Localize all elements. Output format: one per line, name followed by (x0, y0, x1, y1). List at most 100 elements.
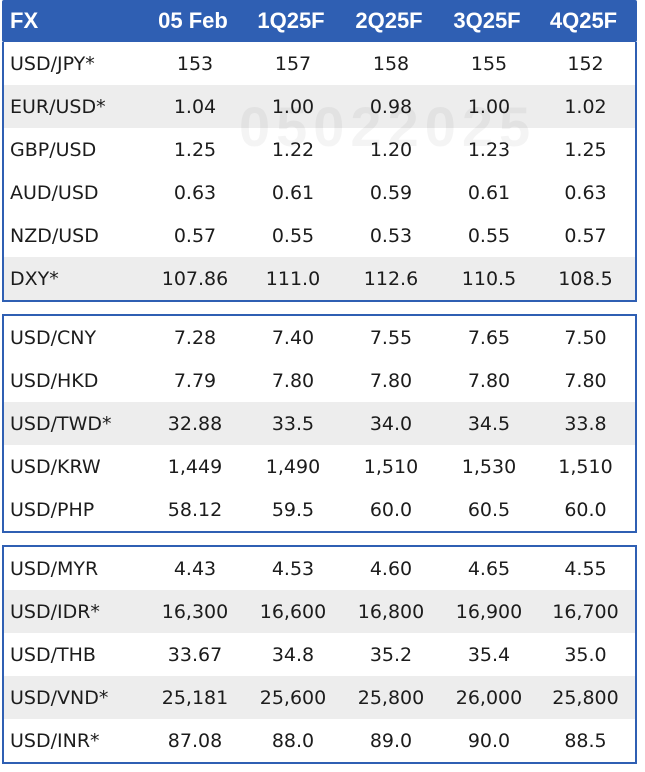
table-row: USD/THB 33.67 34.8 35.2 35.4 35.0 (4, 633, 635, 676)
currency-pair: USD/JPY* (10, 52, 95, 75)
currency-pair: AUD/USD (10, 181, 99, 204)
currency-pair: USD/IDR* (10, 600, 100, 623)
header-col-spot: 05 Feb (158, 8, 228, 33)
rate-cell: 4.53 (271, 557, 315, 580)
rate-cell: 90.0 (467, 729, 511, 752)
rate-cell: 33.5 (271, 412, 315, 435)
table-header: FX 05 Feb 1Q25F 2Q25F 3Q25F 4Q25F (2, 0, 637, 42)
rate-cell: 34.8 (271, 643, 315, 666)
table-row: GBP/USD 1.25 1.22 1.20 1.23 1.25 (4, 128, 635, 171)
rate-cell: 25,800 (552, 686, 619, 709)
rate-cell: 7.65 (467, 326, 511, 349)
rate-cell: 0.57 (564, 224, 607, 247)
header-col-1q25f: 1Q25F (257, 8, 325, 33)
rate-cell: 88.5 (564, 729, 607, 752)
table-row: USD/KRW 1,449 1,490 1,510 1,530 1,510 (4, 445, 635, 488)
rate-cell: 7.28 (173, 326, 217, 349)
rate-cell: 1.20 (369, 138, 413, 161)
rate-cell: 4.60 (369, 557, 413, 580)
rate-cell: 1,510 (558, 455, 613, 478)
rate-cell: 0.63 (564, 181, 607, 204)
rate-cell: 108.5 (558, 267, 613, 290)
currency-pair: EUR/USD* (10, 95, 106, 118)
rate-cell: 0.59 (369, 181, 413, 204)
rate-cell: 60.0 (564, 498, 607, 521)
group-spacer (2, 533, 637, 545)
table-row: USD/TWD* 32.88 33.5 34.0 34.5 33.8 (4, 402, 635, 445)
rate-cell: 1,530 (461, 455, 517, 478)
rate-cell: 7.79 (173, 369, 217, 392)
rate-cell: 1.02 (564, 95, 607, 118)
rate-cell: 25,600 (259, 686, 327, 709)
rate-cell: 59.5 (271, 498, 315, 521)
rate-cell: 111.0 (265, 267, 321, 290)
group-spacer (2, 302, 637, 314)
rate-cell: 33.67 (167, 643, 223, 666)
currency-pair: USD/CNY (10, 326, 97, 349)
rate-cell: 1,449 (167, 455, 223, 478)
rate-cell: 7.50 (564, 326, 607, 349)
rate-cell: 110.5 (461, 267, 517, 290)
table-row: USD/HKD 7.79 7.80 7.80 7.80 7.80 (4, 359, 635, 402)
currency-pair: DXY* (10, 267, 59, 290)
rate-cell: 152 (567, 52, 604, 75)
rate-cell: 1.25 (564, 138, 607, 161)
currency-pair: USD/INR* (10, 729, 100, 752)
header-label: FX (10, 8, 39, 33)
rate-cell: 155 (470, 52, 508, 75)
currency-group-2: USD/CNY 7.28 7.40 7.55 7.65 7.50 USD/HKD 7.79 7.… (2, 314, 637, 533)
rate-cell: 1.00 (467, 95, 511, 118)
rate-cell: 7.80 (271, 369, 315, 392)
rate-cell: 16,700 (552, 600, 619, 623)
rate-cell: 0.55 (467, 224, 511, 247)
rate-cell: 34.5 (467, 412, 511, 435)
rate-cell: 16,900 (455, 600, 523, 623)
currency-pair: GBP/USD (10, 138, 97, 161)
rate-cell: 7.80 (564, 369, 607, 392)
fx-forecast-table: FX 05 Feb 1Q25F 2Q25F 3Q25F 4Q25F 050220… (2, 0, 637, 764)
currency-pair: USD/PHP (10, 498, 95, 521)
rate-cell: 35.4 (467, 643, 511, 666)
rate-cell: 60.5 (467, 498, 511, 521)
rate-cell: 60.0 (369, 498, 413, 521)
table-row: USD/INR* 87.08 88.0 89.0 90.0 88.5 (4, 719, 635, 762)
rate-cell: 7.80 (369, 369, 413, 392)
rate-cell: 1.22 (271, 138, 315, 161)
rate-cell: 0.53 (369, 224, 413, 247)
rate-cell: 7.40 (271, 326, 315, 349)
currency-pair: USD/MYR (10, 557, 99, 580)
rate-cell: 4.55 (564, 557, 607, 580)
rate-cell: 0.61 (467, 181, 511, 204)
table-row: USD/PHP 58.12 59.5 60.0 60.5 60.0 (4, 488, 635, 531)
rate-cell: 107.86 (161, 267, 229, 290)
header-col-3q25f: 3Q25F (453, 8, 521, 33)
table-row: USD/JPY* 153 157 158 155 152 (4, 42, 635, 85)
currency-pair: USD/KRW (10, 455, 101, 478)
rate-cell: 87.08 (167, 729, 223, 752)
rate-cell: 1.04 (173, 95, 217, 118)
rate-cell: 33.8 (564, 412, 607, 435)
table-row: NZD/USD 0.57 0.55 0.53 0.55 0.57 (4, 214, 635, 257)
rate-cell: 157 (274, 52, 312, 75)
rate-cell: 0.55 (271, 224, 315, 247)
rate-cell: 158 (372, 52, 410, 75)
rate-cell: 1.25 (173, 138, 217, 161)
rate-cell: 153 (176, 52, 214, 75)
table-row: EUR/USD* 1.04 1.00 0.98 1.00 1.02 (4, 85, 635, 128)
rate-cell: 112.6 (363, 267, 419, 290)
rate-cell: 58.12 (167, 498, 223, 521)
rate-cell: 35.0 (564, 643, 607, 666)
currency-group-1: 05022025USD/JPY*153157158155152EUR/USD*1… (2, 42, 637, 302)
currency-group-3: USD/MYR 4.43 4.53 4.60 4.65 4.55 USD/IDR* 16,30… (2, 545, 637, 764)
rate-cell: 89.0 (369, 729, 413, 752)
rate-cell: 16,600 (259, 600, 327, 623)
table-row: DXY* 107.86 111.0 112.6 110.5 108.5 (4, 257, 635, 300)
table-row: USD/IDR* 16,300 16,600 16,800 16,900 16,700 (4, 590, 635, 633)
table-row: USD/VND* 25,181 25,600 25,800 26,000 25,800 (4, 676, 635, 719)
rate-cell: 1,490 (265, 455, 321, 478)
rate-cell: 4.43 (173, 557, 217, 580)
rate-cell: 7.55 (369, 326, 413, 349)
header-col-4q25f: 4Q25F (549, 8, 618, 33)
rate-cell: 1.00 (271, 95, 315, 118)
rate-cell: 7.80 (467, 369, 511, 392)
